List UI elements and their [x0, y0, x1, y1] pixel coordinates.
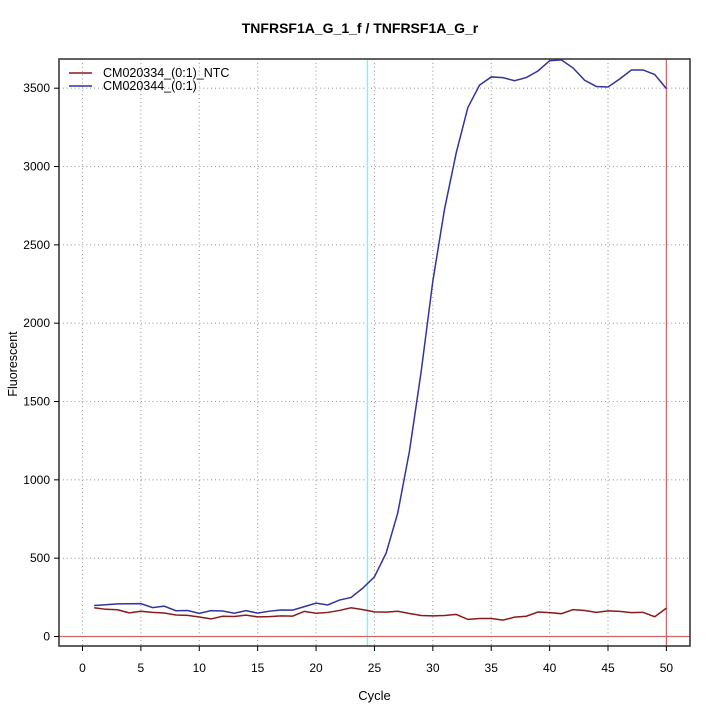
- svg-text:CM020334_(0:1)_NTC: CM020334_(0:1)_NTC: [103, 66, 229, 80]
- svg-text:500: 500: [30, 551, 50, 565]
- svg-text:2500: 2500: [23, 238, 50, 252]
- svg-text:2000: 2000: [23, 316, 50, 330]
- svg-text:50: 50: [660, 661, 674, 675]
- svg-text:1500: 1500: [23, 395, 50, 409]
- svg-text:0: 0: [43, 630, 50, 644]
- svg-text:25: 25: [368, 661, 382, 675]
- svg-text:30: 30: [426, 661, 440, 675]
- svg-text:15: 15: [251, 661, 265, 675]
- svg-text:45: 45: [601, 661, 615, 675]
- svg-text:35: 35: [485, 661, 499, 675]
- svg-text:3000: 3000: [23, 160, 50, 174]
- svg-text:0: 0: [79, 661, 86, 675]
- svg-text:10: 10: [193, 661, 207, 675]
- svg-text:40: 40: [543, 661, 557, 675]
- svg-text:1000: 1000: [23, 473, 50, 487]
- svg-text:5: 5: [138, 661, 145, 675]
- svg-text:CM020344_(0:1): CM020344_(0:1): [103, 79, 197, 93]
- svg-text:20: 20: [309, 661, 323, 675]
- svg-text:3500: 3500: [23, 81, 50, 95]
